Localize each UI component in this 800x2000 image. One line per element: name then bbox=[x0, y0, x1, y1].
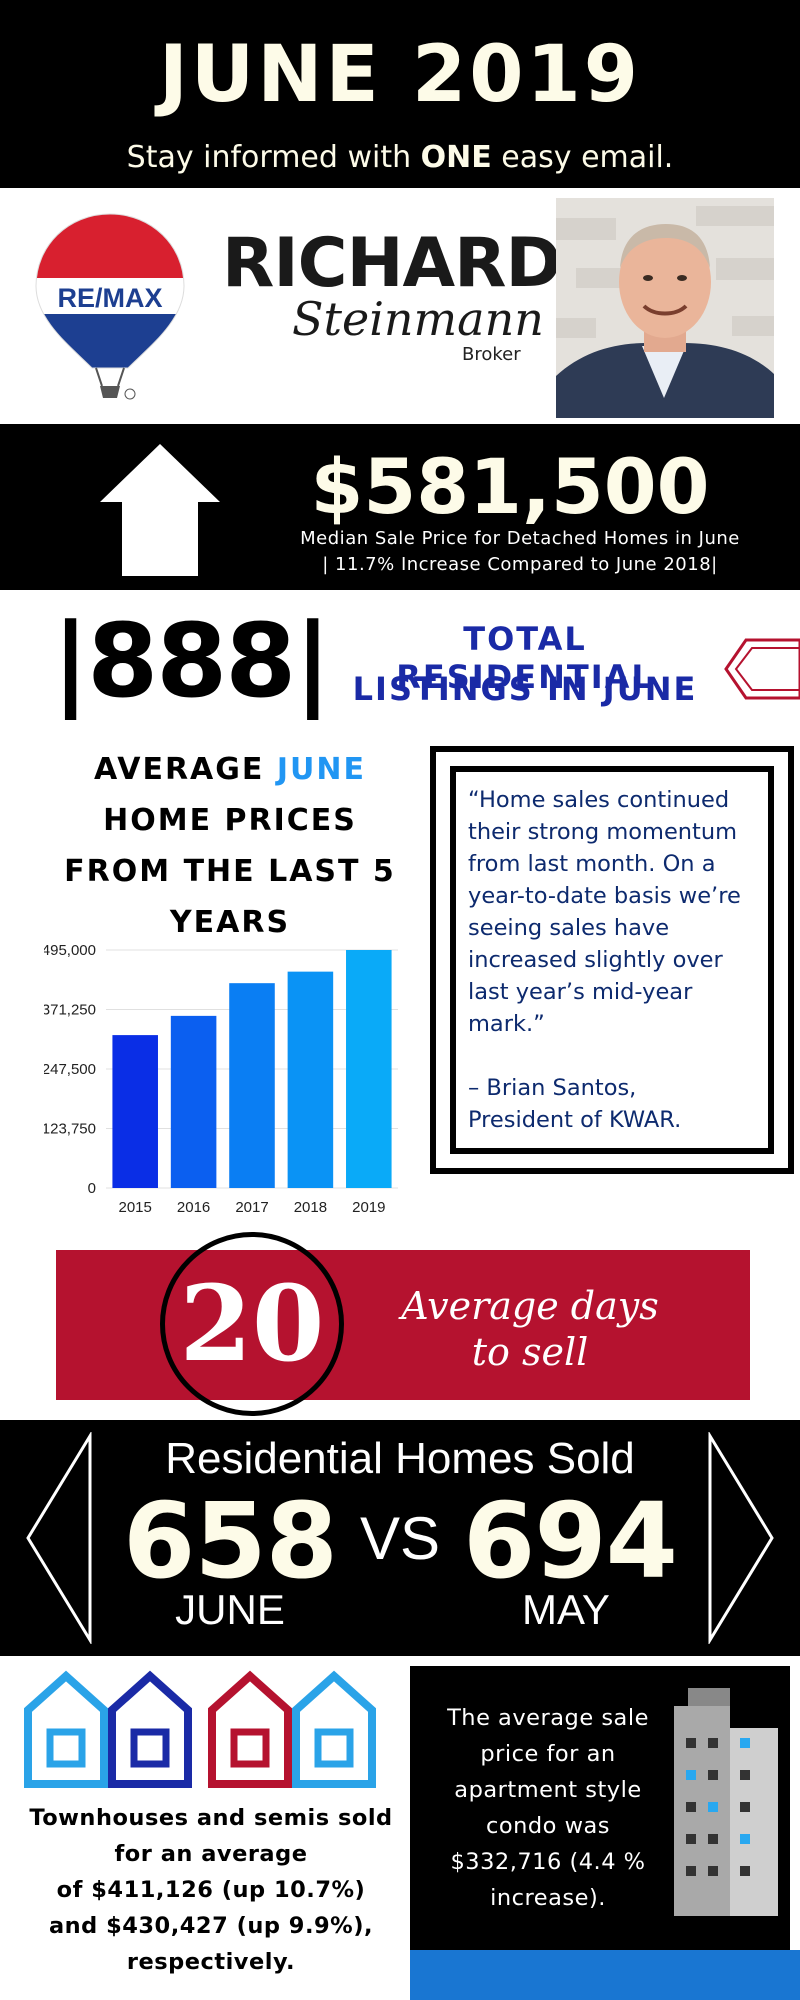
svg-text:RE/MAX: RE/MAX bbox=[57, 283, 162, 313]
house-outline-icon bbox=[108, 1670, 192, 1788]
chart-bar bbox=[229, 983, 275, 1188]
avg-prices-title-line3: FROM THE LAST 5 bbox=[64, 854, 396, 889]
homes-sold-section: Residential Homes Sold 658 VS 694 JUNE M… bbox=[0, 1420, 800, 1656]
quote-inner-border bbox=[450, 766, 774, 1154]
quote-text: “Home sales continued their strong momen… bbox=[468, 787, 741, 1037]
listings-count: |888| bbox=[52, 602, 331, 721]
quote-frame bbox=[430, 746, 794, 1174]
agent-first-name: RICHARD bbox=[222, 224, 562, 303]
page-title: JUNE 2019 bbox=[158, 30, 642, 120]
y-tick-label: 0 bbox=[88, 1180, 96, 1197]
x-tick-label: 2018 bbox=[294, 1199, 327, 1216]
homes-sold-title: Residential Homes Sold bbox=[165, 1434, 635, 1483]
avg-prices-title-line2: HOME PRICES bbox=[103, 803, 357, 838]
y-tick-label: 247,500 bbox=[44, 1061, 96, 1078]
listings-label-line1: TOTAL RESIDENTIAL bbox=[396, 620, 654, 696]
house-outline-icon bbox=[24, 1670, 108, 1788]
chart-bar bbox=[346, 950, 392, 1188]
listings-label-line2: LISTINGS IN JUNE bbox=[352, 670, 698, 708]
house-outline-icon bbox=[208, 1670, 292, 1788]
quote-author-title: President of KWAR. bbox=[468, 1107, 682, 1133]
y-tick-label: 495,000 bbox=[44, 942, 96, 959]
avg-prices-title-line4: YEARS bbox=[169, 905, 291, 940]
median-price-caption: Median Sale Price for Detached Homes in … bbox=[300, 528, 740, 549]
apartment-building-icon bbox=[674, 1688, 778, 1916]
house-outline-icon bbox=[292, 1670, 376, 1788]
may-label: MAY bbox=[522, 1586, 610, 1633]
avg-prices-bar-chart: 495,000 371,250 247,500 123,750 0 2015 2016 201… bbox=[44, 942, 398, 1216]
chart-bar bbox=[170, 1015, 217, 1188]
june-label: JUNE bbox=[175, 1586, 285, 1633]
agent-photo bbox=[556, 198, 774, 418]
townhouses-text: Townhouses and semis sold for an average… bbox=[29, 1805, 393, 1975]
y-tick-label: 371,250 bbox=[44, 1002, 96, 1019]
arrow-right-icon bbox=[708, 1432, 774, 1644]
days-label-line1: Average days bbox=[401, 1284, 659, 1328]
agent-role: Broker bbox=[462, 344, 521, 365]
days-to-sell-value: 20 bbox=[179, 1262, 325, 1385]
header-banner: JUNE 2019 Stay informed with ONE easy em… bbox=[0, 0, 800, 188]
median-price-change: | 11.7% Increase Compared to June 2018| bbox=[322, 554, 718, 575]
y-tick-label: 123,750 bbox=[44, 1121, 96, 1138]
remax-balloon-logo: RE/MAX bbox=[35, 213, 185, 400]
days-circle bbox=[160, 1232, 344, 1416]
arrow-left-icon bbox=[26, 1432, 92, 1644]
condo-text: The average sale price for an apartment … bbox=[447, 1705, 649, 1911]
x-tick-label: 2019 bbox=[352, 1199, 385, 1216]
june-sold-value: 658 bbox=[122, 1480, 338, 1602]
agent-section: RE/MAX RICHARD Steinmann Broker bbox=[0, 188, 800, 424]
versus-label: VS bbox=[359, 1505, 441, 1572]
avg-prices-title-line1: AVERAGE JUNE bbox=[94, 752, 366, 787]
agent-last-name: Steinmann bbox=[292, 292, 544, 346]
median-price-value: $581,500 bbox=[310, 442, 710, 531]
header-subtitle: Stay informed with ONE easy email. bbox=[126, 140, 674, 175]
chevron-outline-decoration bbox=[724, 638, 800, 700]
x-tick-label: 2016 bbox=[177, 1199, 210, 1216]
chart-bar bbox=[287, 971, 334, 1188]
quote-attribution: – Brian Santos, President of KWAR. bbox=[468, 1072, 768, 1136]
may-sold-value: 694 bbox=[462, 1480, 678, 1602]
x-tick-label: 2015 bbox=[119, 1199, 152, 1216]
x-tick-label: 2017 bbox=[235, 1199, 268, 1216]
house-icon bbox=[100, 444, 220, 576]
quote-author: – Brian Santos, bbox=[468, 1075, 637, 1101]
listings-section: |888| TOTAL RESIDENTIAL LISTINGS IN JUNE bbox=[0, 590, 800, 740]
days-label-line2: to sell bbox=[471, 1330, 589, 1374]
chart-bar bbox=[112, 1035, 158, 1188]
townhouse-icons bbox=[24, 1670, 376, 1788]
median-price-section: $581,500 Median Sale Price for Detached … bbox=[0, 424, 800, 590]
accent-strip bbox=[410, 1950, 800, 2000]
